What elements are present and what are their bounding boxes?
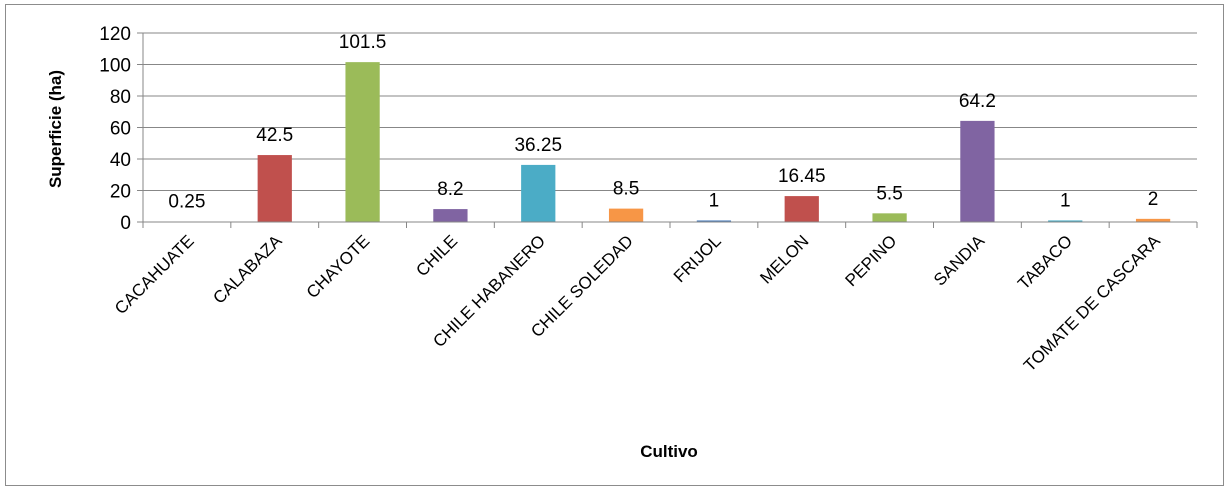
bar <box>960 120 995 222</box>
x-tick-label: CHAYOTE <box>303 231 374 302</box>
data-label: 64.2 <box>959 91 996 112</box>
y-tick-label: 0 <box>120 213 131 234</box>
bar <box>696 220 732 222</box>
data-label: 0.25 <box>168 192 205 213</box>
bar <box>784 196 819 222</box>
y-tick-label: 120 <box>99 24 131 45</box>
bar <box>345 62 380 223</box>
data-labels: 0.25 42.5 101.5 8.2 36.25 8.5 1 16.45 5.5 64.2 1 2 <box>168 32 1158 212</box>
data-label: 2 <box>1148 189 1159 210</box>
bar <box>1048 220 1083 222</box>
data-label: 8.5 <box>613 179 639 200</box>
data-label: 42.5 <box>256 125 293 146</box>
data-label: 8.2 <box>437 179 463 200</box>
x-tick-label: SANDIA <box>930 231 989 290</box>
y-tick-label: 80 <box>110 87 131 108</box>
data-label: 1 <box>1060 190 1071 211</box>
x-tick-label: MELON <box>756 231 812 287</box>
x-tick-label: TABACO <box>1014 231 1076 293</box>
x-tick-label: PEPINO <box>842 231 901 290</box>
y-tick-label: 100 <box>99 56 131 77</box>
gridlines <box>143 32 1197 191</box>
data-label: 5.5 <box>876 183 902 204</box>
bars <box>169 62 1171 223</box>
y-tick-labels: 0 20 40 60 80 100 120 <box>99 24 131 234</box>
y-tick-label: 40 <box>110 150 131 171</box>
data-label: 1 <box>709 190 720 211</box>
y-tick-label: 60 <box>110 119 131 140</box>
bar <box>257 155 292 222</box>
x-tick-label: FRIJOL <box>670 231 725 286</box>
x-tick-label: CALABAZA <box>209 231 286 308</box>
chart-frame <box>5 4 1224 486</box>
x-tick-label: CHILE <box>412 231 461 280</box>
bar <box>872 213 907 222</box>
y-tick-label: 20 <box>110 182 131 203</box>
bar <box>521 164 556 222</box>
x-axis-title: Cultivo <box>640 442 698 461</box>
data-label: 16.45 <box>778 166 826 187</box>
data-label: 36.25 <box>514 135 562 156</box>
y-axis-title: Superficie (ha) <box>46 70 65 188</box>
data-label: 101.5 <box>339 32 387 53</box>
bar <box>433 209 468 222</box>
x-tick-label: CACAHUATE <box>111 231 198 318</box>
axes <box>137 32 1198 228</box>
bar <box>1135 218 1171 222</box>
bar <box>608 208 644 222</box>
